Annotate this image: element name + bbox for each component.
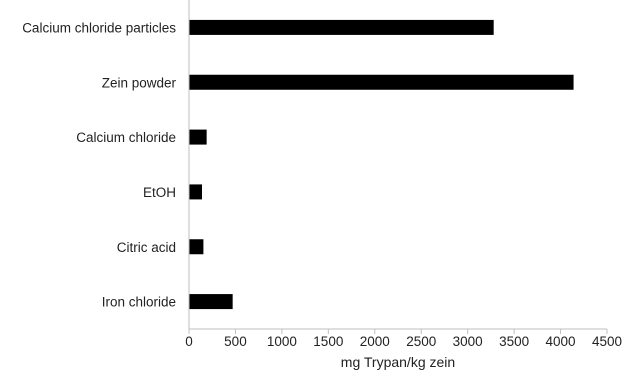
category-label: EtOH [143, 185, 176, 200]
category-label: Calcium chloride [76, 130, 176, 145]
category-labels: Calcium chloride particles Zein powder Cal… [22, 20, 176, 309]
bar [189, 294, 233, 310]
category-label: Iron chloride [102, 295, 176, 310]
x-tick-label: 3500 [499, 334, 529, 349]
x-tick-label: 3000 [453, 334, 483, 349]
x-axis-title: mg Trypan/kg zein [341, 354, 455, 370]
x-tick-label: 2000 [360, 334, 390, 349]
bar [189, 74, 574, 90]
x-tick-label: 1500 [313, 334, 343, 349]
category-label: Citric acid [117, 240, 176, 255]
x-tick-label: 1000 [267, 334, 297, 349]
category-label: Calcium chloride particles [22, 20, 176, 35]
category-label: Zein powder [102, 75, 177, 90]
x-tick-labels: 0 500 1000 1500 2000 2500 3000 3500 4000 4500 [185, 334, 622, 349]
x-tick-label: 2500 [406, 334, 436, 349]
x-tick-marks [188, 329, 608, 334]
bars [189, 19, 574, 310]
bar [189, 19, 494, 35]
bar [189, 239, 204, 255]
x-tick-label: 4500 [592, 334, 622, 349]
x-tick-label: 500 [224, 334, 247, 349]
x-tick-label: 4000 [546, 334, 576, 349]
x-tick-label: 0 [185, 334, 193, 349]
bar [189, 184, 203, 200]
bar [189, 129, 207, 145]
